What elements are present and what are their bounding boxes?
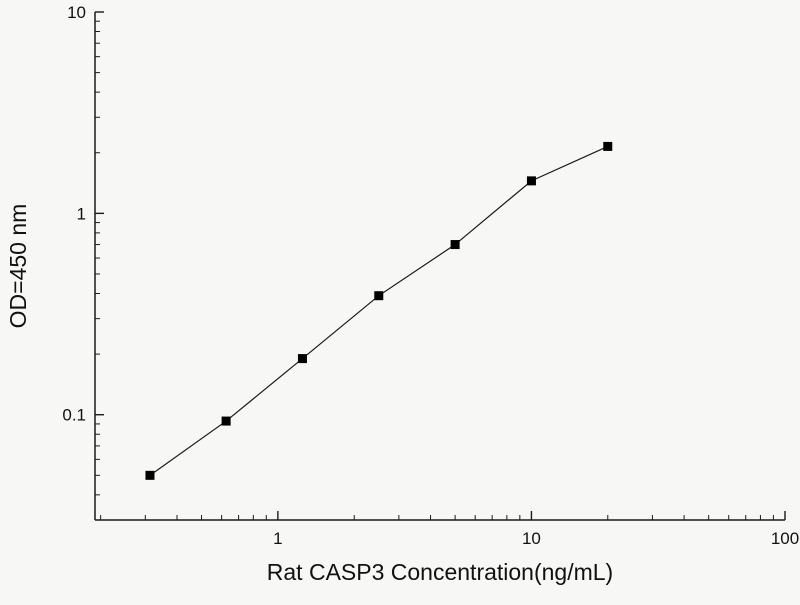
data-point-marker <box>374 291 384 301</box>
x-tick-label: 1 <box>273 529 282 548</box>
x-axis-label: Rat CASP3 Concentration(ng/mL) <box>267 559 613 585</box>
x-tick-label: 10 <box>522 529 541 548</box>
data-series-line <box>149 145 609 476</box>
y-tick-label: 10 <box>67 3 86 22</box>
data-point-marker <box>526 176 536 186</box>
x-tick-label: 100 <box>771 529 799 548</box>
y-tick-label: 0.1 <box>62 406 86 425</box>
y-tick-label: 1 <box>77 204 86 223</box>
data-point-marker <box>297 354 307 364</box>
data-point-marker <box>145 470 155 480</box>
data-point-marker <box>603 141 613 151</box>
data-point-marker <box>450 240 460 250</box>
data-point-marker <box>221 416 231 426</box>
y-axis-label: OD=450 nm <box>5 204 31 329</box>
plot-layer: 1 10 100 0.1 1 10 <box>62 3 799 548</box>
